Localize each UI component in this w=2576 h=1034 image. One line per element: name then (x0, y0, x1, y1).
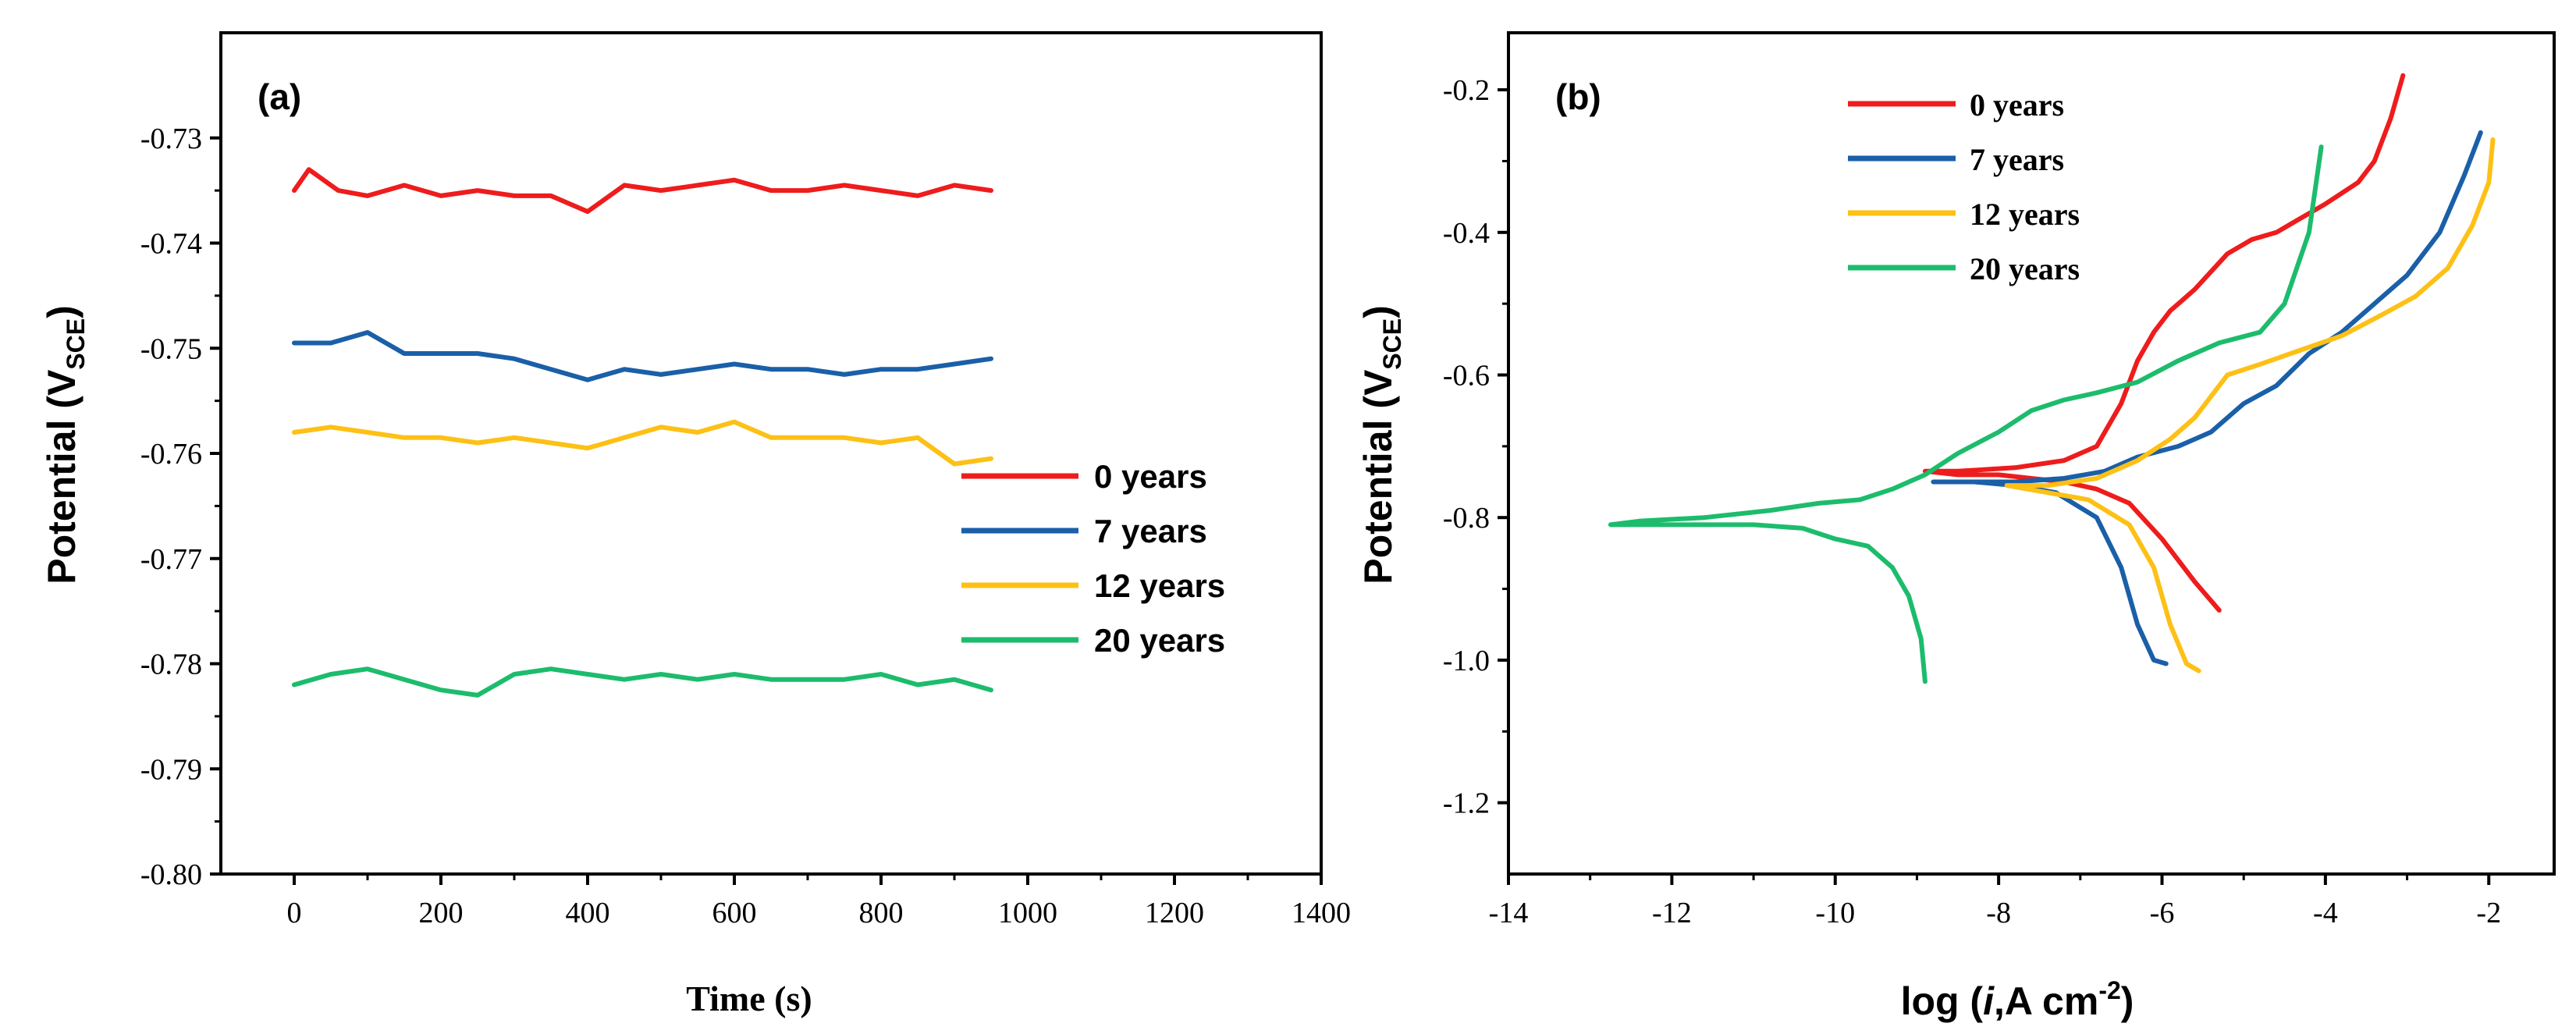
panel-b-series-7-years (1931, 130, 2483, 666)
panel-a-x-tick-label: 200 (419, 897, 464, 929)
panel-a-plot-frame (219, 31, 1323, 876)
panel-b-x-tick-label: -10 (1815, 897, 1855, 929)
panel-b-legend-label: 20 years (1970, 251, 2080, 286)
panel-b-x-tick-label: -12 (1652, 897, 1692, 929)
panel-a-chart: (a) 0 200 400 600 800 1000 1200 1400 -0.80 -0.79… (40, 31, 1351, 1018)
panel-b-series (1608, 73, 2496, 684)
panel-a-legend-label: 20 years (1094, 622, 1225, 659)
panel-a-y-axis-title: Potential (VSCE) (40, 305, 90, 584)
panel-b-y-tick-label: -1.2 (1443, 787, 1490, 820)
panel-b-series-12-years (2004, 137, 2496, 673)
panel-b-legend-label: 7 years (1970, 142, 2064, 177)
panel-a-y-ticks: -0.80 -0.79 -0.78 -0.77 -0.76 -0.75 -0.74 -0.73 (140, 123, 221, 891)
panel-b-x-tick-label: -2 (2476, 897, 2501, 929)
panel-a-series-20-years (292, 666, 993, 698)
panel-b-legend-label: 12 years (1970, 197, 2080, 232)
panel-b-x-axis-title: log (i,A cm-2) (1901, 976, 2134, 1023)
panel-b-y-tick-label: -0.8 (1443, 502, 1490, 535)
panel-b-y-tick-label: -0.2 (1443, 74, 1490, 107)
panel-a-series (292, 167, 993, 698)
panel-a-y-tick-label: -0.76 (140, 438, 202, 471)
panel-b-x-tick-label: -6 (2150, 897, 2175, 929)
panel-a-series-7-years (292, 330, 993, 382)
panel-a-x-tick-label: 1200 (1145, 897, 1204, 929)
panel-b-y-tick-label: -1.0 (1443, 645, 1490, 677)
panel-a-legend: 0 years 7 years 12 years 20 years (961, 458, 1225, 659)
panel-a-y-tick-label: -0.77 (140, 543, 202, 576)
panel-b-legend: 0 years 7 years 12 years 20 years (1848, 87, 2080, 286)
panel-a-x-tick-label: 1000 (998, 897, 1057, 929)
panel-a-x-tick-label: 400 (566, 897, 610, 929)
panel-b-y-ticks: -1.2 -1.0 -0.8 -0.6 -0.4 -0.2 (1443, 74, 1508, 820)
panel-b-legend-label: 0 years (1970, 87, 2064, 123)
panel-a-x-tick-label: 1400 (1292, 897, 1351, 929)
panel-b-y-axis-title: Potential (VSCE) (1356, 305, 1406, 584)
panel-a-y-tick-label: -0.75 (140, 332, 202, 365)
panel-b-chart: (b) -14 -12 -10 -8 -6 -4 -2 -1.2 -1.0 -0.8 -0.6 -0… (1356, 31, 2556, 1023)
panel-b-label: (b) (1555, 76, 1601, 117)
panel-a-x-tick-label: 600 (712, 897, 757, 929)
panel-b-x-tick-label: -14 (1489, 897, 1529, 929)
panel-b-y-tick-label: -0.4 (1443, 217, 1490, 250)
panel-a-series-12-years (292, 419, 993, 467)
panel-a-legend-label: 12 years (1094, 567, 1225, 604)
panel-b-series-20-years (1608, 144, 2324, 684)
panel-a-x-tick-label: 800 (859, 897, 904, 929)
panel-a-label: (a) (258, 76, 301, 117)
panel-a-legend-label: 7 years (1094, 513, 1207, 549)
panel-a-y-tick-label: -0.78 (140, 648, 202, 681)
panel-b-plot-frame (1507, 31, 2556, 876)
panel-a-series-0-years (292, 167, 993, 215)
panel-a-x-tick-label: 0 (287, 897, 302, 929)
panel-a-y-tick-label: -0.74 (140, 228, 202, 261)
panel-a-legend-label: 0 years (1094, 458, 1207, 495)
panel-a-x-ticks: 0 200 400 600 800 1000 1200 1400 (287, 874, 1351, 929)
panel-a-y-tick-label: -0.80 (140, 858, 202, 891)
panel-b-x-tick-label: -4 (2313, 897, 2338, 929)
panel-a-x-axis-title: Time (s) (686, 979, 812, 1018)
panel-b-y-tick-label: -0.6 (1443, 360, 1490, 393)
panel-a-y-tick-label: -0.73 (140, 123, 202, 155)
panel-a-y-tick-label: -0.79 (140, 753, 202, 786)
panel-b-x-ticks: -14 -12 -10 -8 -6 -4 -2 (1489, 874, 2501, 929)
panel-b-x-tick-label: -8 (1986, 897, 2011, 929)
